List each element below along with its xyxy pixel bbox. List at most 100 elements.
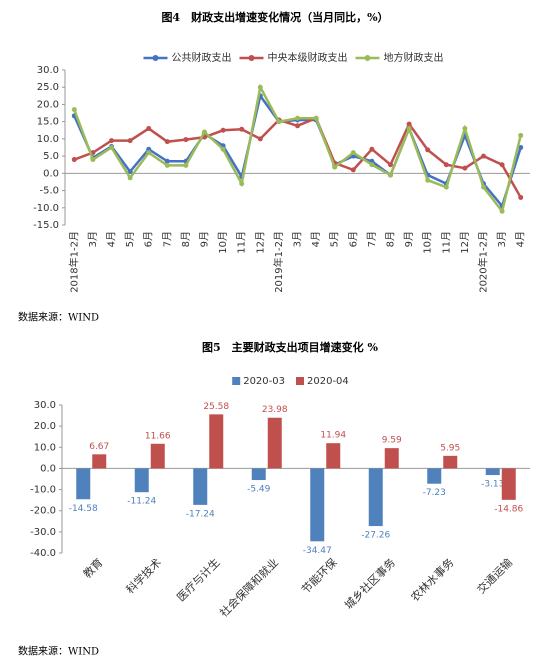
legend-label: 2020-04	[307, 376, 349, 387]
point	[220, 146, 226, 152]
point	[462, 165, 468, 171]
point	[295, 123, 300, 129]
bar	[443, 455, 458, 469]
point	[388, 172, 393, 178]
value-label: -27.26	[361, 531, 390, 541]
legend-swatch	[364, 55, 371, 61]
point	[350, 167, 356, 173]
bar	[92, 454, 107, 469]
value-label: -17.24	[186, 509, 215, 519]
point	[109, 145, 114, 150]
bar	[368, 468, 383, 527]
legend-swatch	[296, 377, 304, 385]
value-label: 6.67	[89, 442, 109, 452]
point	[239, 181, 245, 187]
point	[127, 169, 133, 175]
point	[71, 107, 77, 113]
y-tick-label: -10.0	[33, 203, 59, 214]
x-tick-label: 城乡社区事务	[341, 555, 398, 612]
source-note: 数据来源：WIND	[18, 645, 99, 658]
x-tick-label: 2019年1-2月	[272, 231, 285, 293]
point	[276, 119, 282, 125]
y-tick-label: 30.0	[37, 65, 59, 76]
x-tick-label: 10月	[422, 231, 434, 254]
x-tick-label: 科学技术	[123, 555, 164, 596]
bar	[209, 414, 224, 469]
x-tick-label: 4月	[515, 231, 527, 247]
point	[388, 162, 393, 168]
value-label: -14.58	[69, 504, 98, 514]
y-tick-label: -30.0	[30, 527, 56, 538]
value-label: 23.98	[262, 405, 288, 415]
point	[183, 137, 189, 143]
source-note: 数据来源：WIND	[18, 311, 99, 324]
legend-label: 公共财政支出	[172, 51, 232, 64]
bar	[134, 468, 149, 493]
y-tick-label: -20.0	[30, 506, 56, 517]
y-tick-label: -10.0	[30, 485, 56, 496]
y-tick-label: 0.0	[43, 168, 59, 179]
bar	[384, 448, 399, 469]
legend-label: 中央本级财政支出	[268, 51, 348, 64]
x-tick-label: 6月	[143, 231, 155, 247]
x-tick-label: 社会保障和就业	[217, 555, 281, 619]
value-label: -5.49	[247, 485, 271, 495]
value-label: 5.95	[440, 443, 460, 453]
x-tick-label: 11月	[236, 231, 248, 254]
x-tick-label: 9月	[403, 231, 415, 247]
bar	[427, 468, 442, 484]
x-tick-label: 农林水事务	[408, 555, 457, 604]
value-label: 11.66	[145, 431, 171, 441]
bar	[76, 468, 91, 500]
point	[257, 84, 263, 90]
x-tick-label: 2018年1-2月	[67, 231, 80, 293]
y-tick-label: -15.0	[33, 220, 59, 231]
point	[239, 126, 245, 132]
x-tick-label: 7月	[161, 231, 173, 247]
point	[183, 162, 189, 168]
bar	[485, 468, 500, 476]
x-tick-label: 8月	[180, 231, 192, 247]
line	[73, 92, 522, 209]
value-label: -7.23	[423, 488, 446, 498]
legend-swatch	[248, 55, 255, 61]
point	[127, 138, 133, 144]
x-tick-label: 3月	[292, 231, 304, 247]
bar	[193, 468, 208, 505]
legend-swatch	[232, 377, 241, 385]
point	[369, 146, 375, 152]
point	[518, 145, 524, 150]
y-tick-label: 20.0	[34, 421, 56, 432]
bar	[251, 468, 266, 481]
x-tick-label: 8月	[385, 231, 397, 247]
x-tick-label: 交通运输	[474, 555, 515, 596]
bar	[326, 443, 341, 469]
point	[425, 147, 431, 153]
point	[462, 126, 468, 132]
x-tick-label: 12月	[254, 231, 266, 254]
point	[164, 162, 170, 168]
point	[518, 132, 524, 138]
y-tick-label: 10.0	[34, 442, 56, 453]
value-label: -14.86	[494, 504, 523, 514]
point	[109, 138, 114, 144]
point	[350, 150, 356, 156]
point	[406, 126, 412, 132]
bar	[310, 468, 325, 542]
y-tick-label: 10.0	[37, 134, 59, 145]
x-tick-label: 医疗与计生	[174, 555, 223, 604]
y-tick-label: 0.0	[40, 463, 56, 474]
point	[313, 115, 319, 121]
x-tick-label: 4月	[310, 231, 322, 247]
y-tick-label: -5.0	[39, 186, 59, 197]
x-tick-label: 5月	[124, 231, 136, 247]
point	[295, 115, 300, 121]
point	[406, 121, 412, 127]
value-label: -34.47	[303, 546, 332, 556]
legend-swatch	[152, 55, 159, 61]
x-tick-label: 12月	[459, 231, 471, 254]
point	[202, 129, 207, 135]
y-tick-label: 5.0	[43, 151, 59, 162]
legend-label: 2020-03	[243, 376, 285, 387]
line	[73, 83, 522, 215]
